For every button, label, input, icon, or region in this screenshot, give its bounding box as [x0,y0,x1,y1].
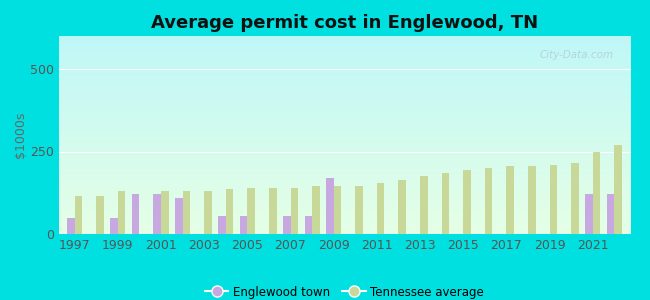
Bar [528,166,536,234]
Bar [204,191,212,234]
Y-axis label: $1000s: $1000s [14,112,27,158]
Bar [175,198,183,234]
Bar [226,190,233,234]
Bar [326,178,333,234]
Bar [111,218,118,234]
Bar [333,186,341,234]
Bar [377,183,384,234]
Text: City-Data.com: City-Data.com [540,50,614,60]
Title: Average permit cost in Englewood, TN: Average permit cost in Englewood, TN [151,14,538,32]
Bar [593,152,601,234]
Bar [585,194,593,234]
Bar [96,196,104,234]
Bar [132,194,140,234]
Bar [463,170,471,234]
Bar [549,165,557,234]
Bar [118,191,125,234]
Legend: Englewood town, Tennessee average: Englewood town, Tennessee average [200,281,489,300]
Bar [240,216,248,234]
Bar [312,186,320,234]
Bar [606,194,614,234]
Bar [153,194,161,234]
Bar [485,168,492,234]
Bar [441,173,449,234]
Bar [67,218,75,234]
Bar [398,179,406,234]
Bar [269,188,276,234]
Bar [283,216,291,234]
Bar [305,216,312,234]
Bar [356,186,363,234]
Bar [248,188,255,234]
Bar [420,176,428,234]
Bar [291,188,298,234]
Bar [161,191,168,234]
Bar [614,145,622,234]
Bar [506,166,514,234]
Bar [75,196,83,234]
Bar [571,163,578,234]
Bar [218,216,226,234]
Bar [183,191,190,234]
